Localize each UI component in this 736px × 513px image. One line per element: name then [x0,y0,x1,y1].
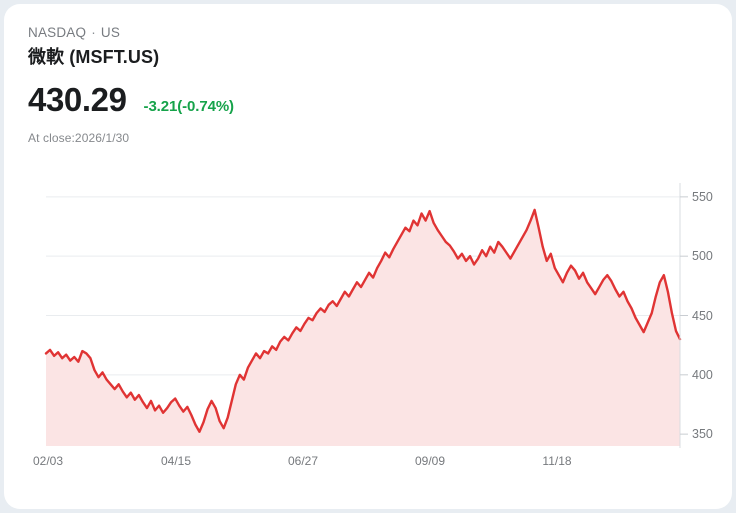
quote-header: NASDAQ · US 微軟 (MSFT.US) 430.29 -3.21(-0.7… [28,24,688,146]
exchange-row: NASDAQ · US [28,24,688,42]
y-axis-label: 500 [692,249,713,264]
y-axis-labels: 550 500 450 400 350 [690,169,732,479]
x-axis-labels: 02/03 04/15 06/27 09/09 11/18 [4,454,732,478]
x-axis-label: 06/27 [287,454,319,468]
quote-card: NASDAQ · US 微軟 (MSFT.US) 430.29 -3.21(-0.7… [4,4,732,509]
y-axis-label: 450 [692,308,713,323]
y-axis-label: 350 [692,427,713,442]
y-axis-label: 400 [692,367,713,382]
close-timestamp: At close:2026/1/30 [28,131,130,145]
price-row: 430.29 -3.21(-0.74%) [28,82,688,118]
chart-line [44,208,682,433]
separator-dot: · [91,25,96,40]
region-label: US [100,25,121,40]
x-axis-label: 11/18 [542,454,572,468]
price-change: -3.21(-0.74%) [143,98,235,115]
page-title: 微軟 (MSFT.US) [28,47,160,67]
price-chart-svg[interactable] [4,169,732,479]
price-chart[interactable]: 550 500 450 400 350 02/03 04/15 06/27 09/09 11/1… [4,169,732,479]
y-axis-label: 550 [692,189,713,204]
x-axis-label: 09/09 [414,454,446,468]
exchange-label: NASDAQ [28,25,87,40]
chart-area-fill [46,209,680,446]
price-value: 430.29 [28,81,127,118]
x-axis-label: 02/03 [32,454,64,468]
x-axis-label: 04/15 [160,454,192,468]
chart-y-ticks [680,196,688,435]
